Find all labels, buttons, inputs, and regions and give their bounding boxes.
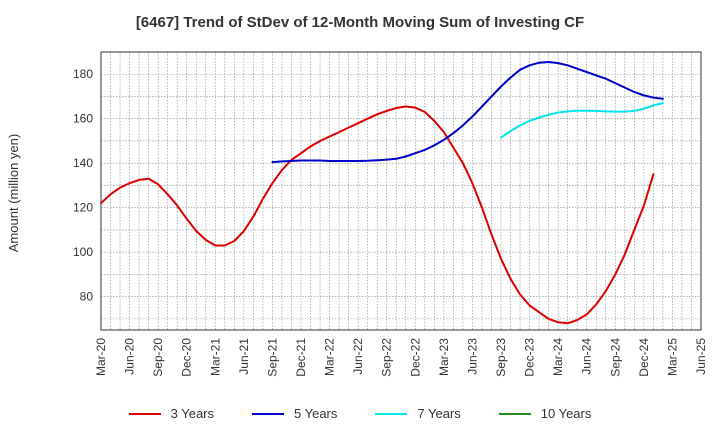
- legend-label-5-years: 5 Years: [294, 406, 338, 421]
- series-line-3-years: [100, 105, 655, 325]
- x-tick-label: Dec-20: [180, 338, 194, 377]
- legend: 3 Years 5 Years 7 Years 10 Years: [0, 406, 720, 421]
- legend-item-5-years: 5 Years: [252, 406, 337, 421]
- x-tick-label: Jun-23: [465, 338, 479, 375]
- y-tick-label: 120: [73, 201, 93, 215]
- x-tick-label: Jun-25: [694, 338, 708, 375]
- x-tick-label: Mar-25: [665, 338, 679, 376]
- x-tick-label: Jun-21: [237, 338, 251, 375]
- x-tick-label: Sep-22: [380, 338, 394, 377]
- plot-frame: [100, 51, 702, 331]
- x-tick-label: Mar-21: [208, 338, 222, 376]
- x-tick-label: Mar-22: [323, 338, 337, 376]
- legend-item-7-years: 7 Years: [375, 406, 461, 421]
- legend-label-10-years: 10 Years: [540, 406, 592, 421]
- x-tick-label: Mar-20: [94, 338, 108, 376]
- y-tick-label: 140: [73, 156, 93, 170]
- legend-swatch-10-years: [498, 412, 531, 415]
- legend-swatch-5-years: [252, 412, 284, 415]
- x-tick-label: Dec-23: [523, 338, 537, 377]
- x-tick-label: Mar-23: [437, 338, 451, 376]
- x-tick-label: Dec-21: [294, 338, 308, 377]
- legend-label-3-years: 3 Years: [170, 406, 214, 421]
- y-tick-label: 100: [73, 245, 93, 259]
- x-tick-label: Dec-22: [408, 338, 422, 377]
- legend-item-10-years: 10 Years: [498, 406, 592, 421]
- x-axis-ticks: Mar-20 Jun-20 Sep-20 Dec-20 Mar-21 Jun-21 Sep-…: [94, 338, 708, 377]
- x-tick-label: Jun-22: [351, 338, 365, 375]
- x-tick-label: Sep-23: [494, 338, 508, 377]
- x-tick-label: Jun-20: [123, 338, 137, 375]
- legend-swatch-7-years: [375, 412, 408, 415]
- x-tick-label: Sep-21: [265, 338, 279, 377]
- legend-label-7-years: 7 Years: [417, 406, 461, 421]
- chart-title: [6467] Trend of StDev of 12-Month Moving…: [135, 14, 585, 31]
- y-tick-label: 80: [80, 290, 94, 304]
- y-tick-label: 180: [73, 67, 93, 81]
- legend-swatch-3-years: [128, 412, 161, 415]
- series-line-7-years: [500, 102, 664, 139]
- x-tick-label: Dec-24: [637, 338, 651, 377]
- legend-item-3-years: 3 Years: [128, 406, 214, 421]
- y-axis-ticks: 80 100 120 140 160 180: [73, 67, 93, 303]
- x-tick-label: Mar-24: [551, 338, 565, 376]
- x-tick-label: Jun-24: [580, 338, 594, 375]
- y-tick-label: 160: [73, 112, 93, 126]
- grid-lines: [101, 52, 701, 330]
- x-tick-label: Sep-24: [608, 338, 622, 377]
- series-lines: [100, 61, 664, 325]
- y-axis-label: Amount (million yen): [6, 134, 21, 253]
- x-tick-label: Sep-20: [151, 338, 165, 377]
- series-line-5-years: [271, 61, 664, 164]
